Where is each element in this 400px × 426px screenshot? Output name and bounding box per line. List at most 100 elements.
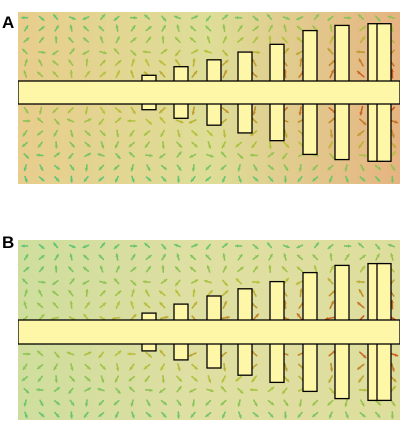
arrow-head [101,110,105,114]
arrow-head [159,60,163,64]
arrow-head [175,59,179,63]
arrow-head [22,377,26,381]
arrow-head [160,366,164,370]
arrow-head [55,121,59,125]
arrow-head [147,266,151,270]
arrow-head [357,71,361,75]
arrow-head [160,302,164,306]
arrow-head [23,302,27,305]
arrow-head [71,143,75,147]
arrow-head [209,290,213,294]
arrow-head [117,118,121,122]
arrow-head [115,367,120,371]
arrow-head [163,401,167,405]
arrow-head [38,110,43,114]
arrow-head [86,365,90,369]
arrow-head [39,167,44,171]
arrow-head [149,153,152,158]
arrow-head [361,266,365,270]
arrow-head [194,49,198,53]
arrow-head [284,367,288,371]
arrow-head [69,254,73,258]
arrow-head [38,144,42,148]
arrow-head [103,280,107,285]
arrow-head [83,26,87,30]
arrow-head [191,178,195,182]
arrow-head [206,36,211,40]
arrow-head [194,366,198,370]
arrow-head [99,36,104,40]
arrow-head [27,352,30,356]
arrow-head [391,167,395,171]
arrow-head [53,366,57,370]
arrow-head [224,60,228,64]
arrow-head [363,388,367,392]
arrow-head [313,265,318,269]
arrow-head [178,152,182,156]
arrow-head [148,354,152,358]
arrow-head [329,134,334,138]
arrow-head [53,243,57,247]
arrow-head [210,388,214,393]
arrow-head [358,59,363,63]
arrow-head [134,15,137,20]
arrow-head [377,401,381,405]
arrow-head [84,111,89,114]
arrow-head [312,402,316,405]
arrow-head [148,26,152,30]
arrow-head [115,25,119,28]
arrow-head [205,413,209,417]
arrow-head [131,59,135,63]
arrow-head [99,266,104,270]
arrow-head [391,134,395,138]
arrow-head [69,25,73,29]
arrow-head [297,255,301,259]
arrow-head [357,132,361,136]
arrow-head [98,387,101,392]
arrow-head [252,59,256,63]
arrow-head [190,255,194,259]
arrow-head [297,313,301,317]
arrow-head [38,378,42,382]
arrow-head [100,144,105,148]
arrow-head [361,177,365,181]
arrow-head [189,120,193,124]
arrow-head [283,179,288,183]
arrow-head [206,17,210,21]
arrow-head [53,14,57,18]
arrow-head [128,119,131,123]
arrow-head [331,390,335,394]
arrow-head [147,37,151,41]
arrow-head [145,243,149,247]
arrow-head [132,281,136,285]
arrow-head [390,253,394,257]
arrow-head [55,178,59,181]
arrow-head [175,37,179,41]
arrow-head [256,50,260,55]
arrow-head [114,245,118,249]
arrow-head [52,291,56,295]
arrow-head [147,402,151,406]
arrow-head [131,254,135,258]
arrow-head [329,253,333,257]
arrow-head [390,415,395,419]
panel-b-label: B [2,233,15,252]
arrow-head [54,145,59,148]
arrow-head [177,133,181,137]
arrow-head [189,389,193,393]
central-strip [18,80,400,105]
arrow-head [87,351,91,355]
arrow-head [221,386,225,390]
arrow-head [69,301,74,305]
arrow-head [72,16,76,20]
arrow-head [68,109,72,113]
arrow-head [239,155,243,159]
arrow-head [194,132,198,136]
arrow-head [284,402,288,406]
arrow-head [193,302,197,306]
arrow-head [54,266,58,269]
arrow-head [237,403,241,406]
arrow-head [204,279,208,284]
arrow-head [163,279,167,283]
arrow-head [117,390,121,394]
